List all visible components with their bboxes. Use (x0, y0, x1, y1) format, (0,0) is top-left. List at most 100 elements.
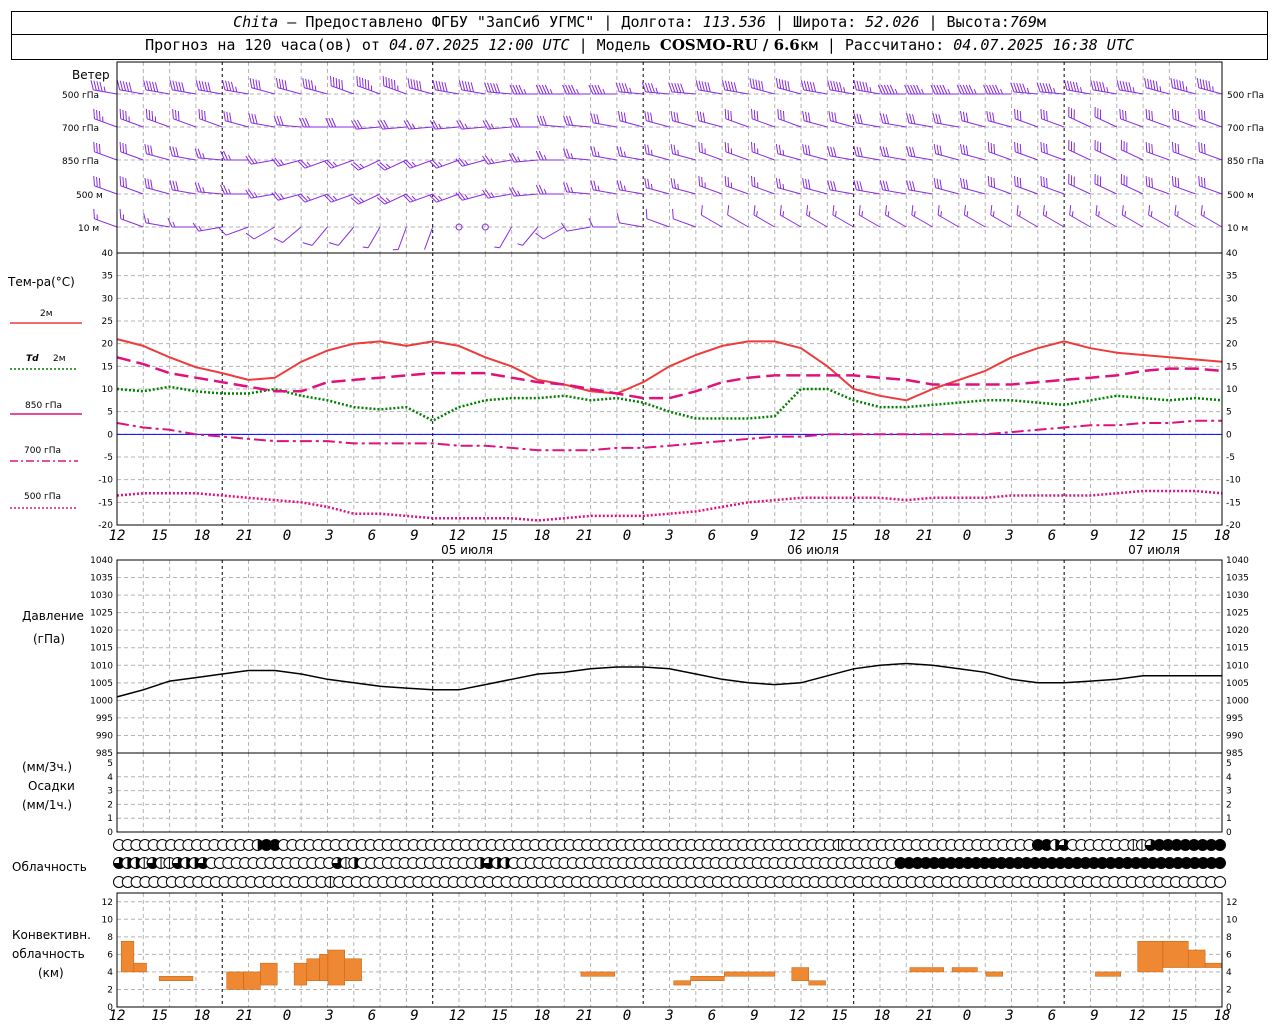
wind-barb (222, 80, 249, 95)
y-tick-right: 0 (1226, 828, 1232, 838)
barb-full (204, 81, 208, 92)
barb-full (281, 79, 285, 90)
barb-full (1019, 83, 1024, 93)
barb-staff (1094, 183, 1117, 195)
barb-full (456, 120, 462, 130)
barb-staff (1199, 118, 1223, 128)
barb-full (93, 80, 97, 91)
barb-full (677, 83, 682, 93)
barb-full (515, 117, 521, 128)
barb-staff (1069, 214, 1091, 228)
barb-full (1171, 175, 1174, 186)
wind-panel (90, 61, 1223, 254)
wind-barb (858, 205, 881, 228)
barb-staff (672, 187, 696, 195)
barb-full (673, 111, 677, 122)
barb-staff (487, 126, 512, 130)
barb-staff (778, 118, 802, 128)
barb-full (730, 110, 733, 121)
barb-full (933, 143, 937, 154)
barb-full (1095, 205, 1098, 216)
barb-full (485, 119, 492, 130)
barb-full (201, 109, 204, 120)
y-tick-left: 990 (96, 731, 113, 741)
y-tick-right: 20 (1226, 340, 1238, 350)
barb-staff (462, 159, 486, 167)
wind-barb (827, 180, 854, 195)
barb-full (362, 77, 364, 88)
barb-full (805, 178, 808, 189)
barb-half (966, 211, 969, 217)
barb-full (995, 84, 1000, 95)
wind-barb (172, 108, 197, 128)
wind-barb (853, 80, 881, 95)
barb-staff (120, 118, 144, 128)
barb-full (96, 142, 98, 153)
barb-full (459, 119, 465, 130)
wind-barb (535, 84, 565, 95)
y-tick-left: 0 (107, 430, 113, 440)
barb-staff (698, 120, 723, 128)
barb-full (1063, 80, 1068, 90)
wind-barb (93, 141, 118, 161)
x-tick-label: 6 (1048, 528, 1056, 544)
barb-full (1122, 81, 1126, 91)
barb-half (411, 123, 416, 129)
barb-full (936, 178, 940, 189)
barb-full (274, 191, 282, 200)
wind-barb (220, 184, 249, 195)
wind-barb (937, 205, 960, 228)
wind-barb (1196, 77, 1223, 95)
barb-full (325, 117, 331, 128)
barb-full (1151, 177, 1153, 188)
barb-full (596, 114, 600, 124)
barb-full (178, 81, 182, 92)
y-tick-right: 2 (1226, 800, 1232, 810)
barb-staff (566, 124, 591, 128)
barb-full (812, 82, 817, 93)
barb-full (1099, 81, 1103, 92)
wind-barb (1116, 80, 1144, 95)
barb-full (1120, 140, 1122, 150)
barb-full (680, 83, 685, 94)
barb-staff (988, 120, 1012, 128)
barb-full (509, 84, 515, 95)
wind-barb (167, 217, 196, 228)
x-tick-label: 15 (831, 528, 848, 544)
barb-full (1147, 78, 1150, 89)
barb-full (1152, 80, 1156, 91)
barb-full (758, 80, 761, 91)
wind-barb (143, 213, 170, 228)
barb-staff (225, 120, 249, 128)
barb-staff (1198, 87, 1223, 95)
barb-staff (435, 89, 460, 95)
wind-barb (616, 146, 644, 161)
wind-barb (455, 223, 463, 231)
barb-staff (358, 159, 381, 171)
barb-half (1071, 211, 1074, 217)
y-tick-right: 35 (1226, 272, 1237, 282)
barb-staff (198, 226, 223, 232)
barb-half (228, 154, 232, 161)
legend-t2m-label: 2м (40, 309, 53, 319)
barb-full (328, 117, 334, 128)
barb-full (429, 120, 436, 130)
wind-barb (392, 226, 407, 251)
wind-barb (1068, 107, 1091, 128)
barb-half (332, 161, 338, 167)
wind-barb (1198, 141, 1223, 161)
wind-barb (508, 186, 538, 197)
barb-full (882, 113, 887, 124)
barb-full (986, 110, 989, 121)
barb-full (145, 108, 148, 119)
barb-half (198, 225, 202, 231)
x-tick-label-bottom: 15 (151, 1008, 168, 1024)
barb-full (1201, 142, 1203, 153)
barb-staff (698, 89, 723, 95)
wind-barb (879, 113, 907, 128)
barb-staff (1172, 118, 1196, 128)
wind-barb (644, 177, 670, 195)
wind-barb (853, 180, 881, 195)
x-tick-label: 0 (623, 528, 631, 544)
